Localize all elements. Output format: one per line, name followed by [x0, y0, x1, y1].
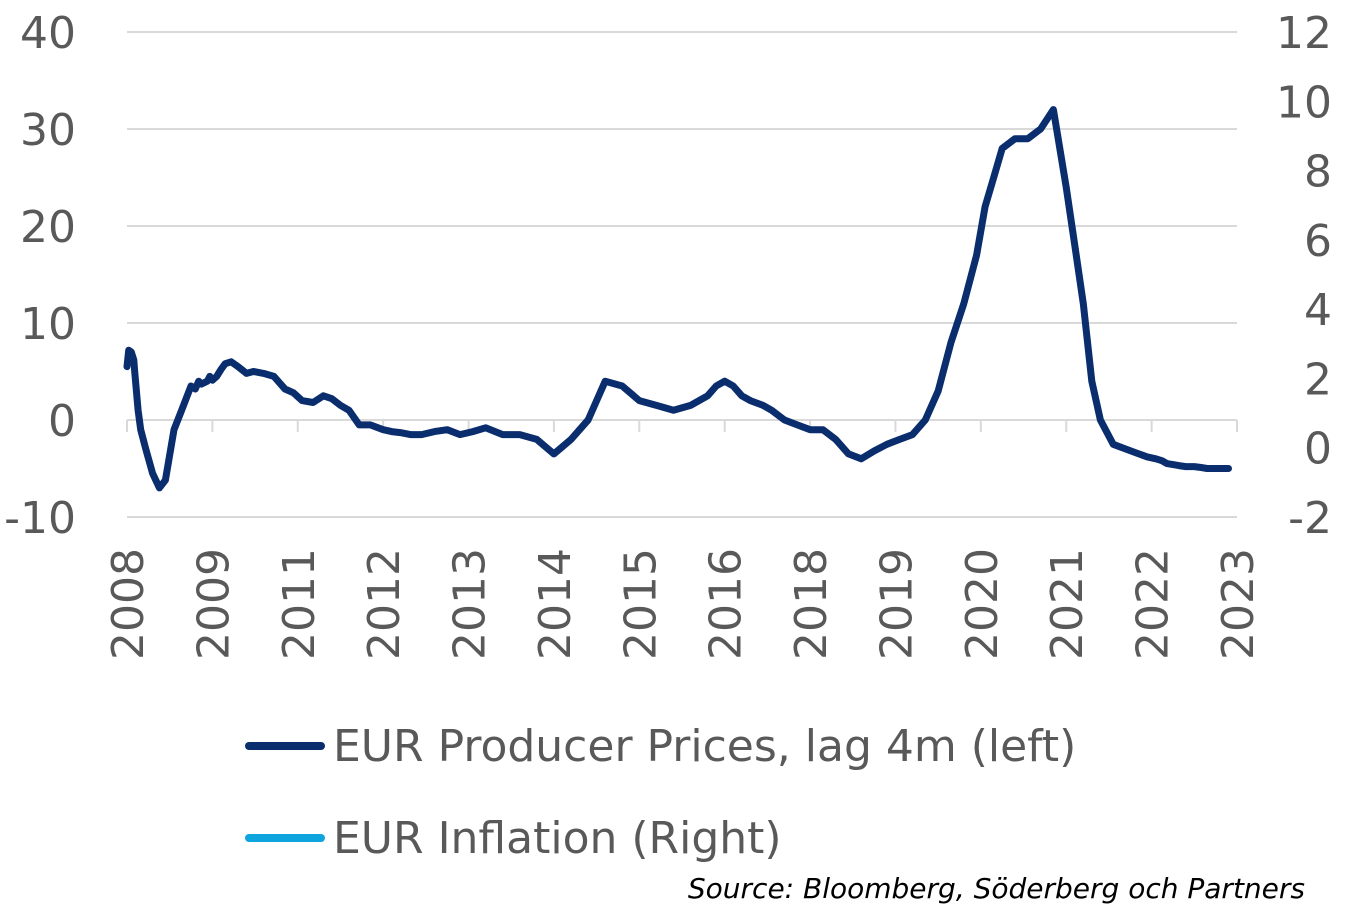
series-line-ppi	[123, 106, 1232, 492]
x-tick-label: 2012	[359, 548, 410, 660]
left-tick-label: 10	[20, 299, 76, 350]
right-tick-label: 10	[1276, 77, 1332, 128]
left-tick-label: 40	[20, 8, 76, 59]
legend-swatch-cpi	[245, 834, 325, 842]
x-tick-label: 2013	[445, 548, 496, 660]
x-tick-label: 2022	[1128, 548, 1179, 660]
x-axis	[126, 420, 1238, 432]
right-tick-label: 2	[1304, 354, 1332, 405]
right-tick-label: -2	[1288, 493, 1332, 544]
x-tick-label: 2018	[786, 548, 837, 660]
right-tick-label: 12	[1276, 8, 1332, 59]
x-tick-label: 2016	[701, 548, 752, 660]
left-tick-label: 20	[20, 202, 76, 253]
x-tick-label: 2021	[1042, 548, 1093, 660]
x-axis-labels: 2008 2009 2011 2012 2013 2014 2015 2016 2018 2019…	[103, 548, 1264, 660]
right-tick-label: 0	[1304, 424, 1332, 475]
grid-lines	[127, 31, 1237, 518]
series-lines	[123, 106, 1232, 492]
legend-label-ppi: EUR Producer Prices, lag 4m (left)	[333, 720, 1077, 772]
right-tick-label: 6	[1304, 216, 1332, 267]
x-tick-label: 2014	[530, 548, 581, 660]
legend-label-cpi: EUR Inflation (Right)	[333, 812, 782, 864]
legend-item-ppi: EUR Producer Prices, lag 4m (left)	[245, 700, 1076, 792]
left-tick-label: 30	[20, 105, 76, 156]
x-tick-label: 2008	[103, 548, 154, 660]
legend: EUR Producer Prices, lag 4m (left) EUR I…	[245, 700, 1076, 884]
legend-item-cpi: EUR Inflation (Right)	[245, 792, 1076, 884]
x-tick-label: 2019	[871, 548, 922, 660]
left-tick-label: 0	[48, 396, 76, 447]
x-tick-label: 2023	[1213, 548, 1264, 660]
x-tick-label: 2011	[274, 548, 325, 660]
source-note: Source: Bloomberg, Söderberg och Partner…	[687, 872, 1305, 905]
left-tick-label: -10	[4, 493, 76, 544]
x-tick-label: 2020	[957, 548, 1008, 660]
legend-swatch-ppi	[245, 742, 325, 750]
x-tick-label: 2015	[615, 548, 666, 660]
x-tick-label: 2009	[188, 548, 239, 660]
right-tick-label: 4	[1304, 285, 1332, 336]
right-y-axis: -2 0 2 4 6 8 10 12	[1276, 8, 1332, 544]
right-tick-label: 8	[1304, 147, 1332, 198]
left-y-axis: -10 0 10 20 30 40	[4, 8, 76, 544]
